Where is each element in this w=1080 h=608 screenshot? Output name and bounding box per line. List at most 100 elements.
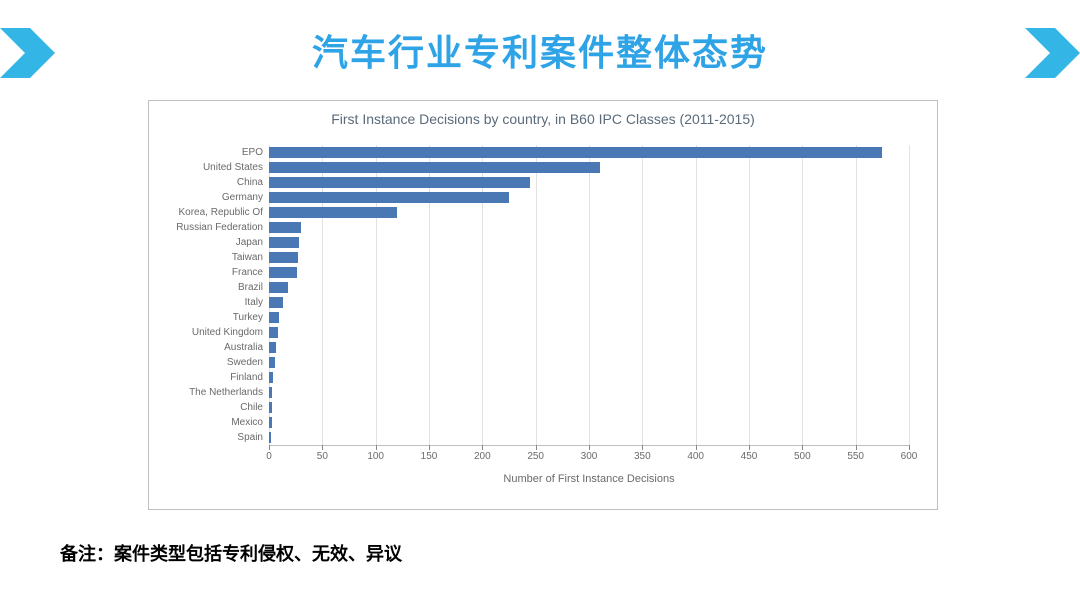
x-tick-mark [909, 445, 910, 450]
x-tick-label: 400 [687, 451, 704, 462]
slide: 汽车行业专利案件整体态势 First Instance Decisions by… [0, 0, 1080, 608]
bar [269, 417, 272, 428]
bar-row [269, 237, 909, 248]
gridline [696, 145, 697, 445]
x-tick-label: 300 [581, 451, 598, 462]
y-tick-label: China [142, 177, 263, 188]
bar [269, 207, 397, 218]
bar [269, 162, 600, 173]
x-tick-label: 0 [266, 451, 272, 462]
bar [269, 222, 301, 233]
x-tick-label: 200 [474, 451, 491, 462]
bar [269, 387, 272, 398]
y-tick-label: United Kingdom [142, 327, 263, 338]
bar-row [269, 387, 909, 398]
gridline [802, 145, 803, 445]
footnote: 备注：案件类型包括专利侵权、无效、异议 [60, 540, 402, 566]
bar [269, 177, 530, 188]
y-tick-label: Turkey [142, 312, 263, 323]
x-tick-mark [376, 445, 377, 450]
y-tick-label: Australia [142, 342, 263, 353]
x-axis: 050100150200250300350400450500550600 [269, 445, 909, 475]
y-tick-label: Brazil [142, 282, 263, 293]
bar [269, 282, 288, 293]
bar-row [269, 417, 909, 428]
chart-title: First Instance Decisions by country, in … [149, 101, 937, 127]
chart-plot-area: EPOUnited StatesChinaGermanyKorea, Repub… [269, 145, 909, 445]
y-tick-label: Mexico [142, 417, 263, 428]
bar-row [269, 432, 909, 443]
gridline [749, 145, 750, 445]
y-tick-label: Taiwan [142, 252, 263, 263]
bar-row [269, 312, 909, 323]
bar-row [269, 267, 909, 278]
x-tick-mark [269, 445, 270, 450]
bar-row [269, 357, 909, 368]
bar-row [269, 327, 909, 338]
y-tick-label: Russian Federation [142, 222, 263, 233]
bar-row [269, 372, 909, 383]
gridline [909, 145, 910, 445]
bar-row [269, 192, 909, 203]
gridline [482, 145, 483, 445]
bar [269, 402, 272, 413]
x-tick-label: 500 [794, 451, 811, 462]
bar-row [269, 207, 909, 218]
gridline [536, 145, 537, 445]
bar-row [269, 342, 909, 353]
bar [269, 342, 276, 353]
gridline [642, 145, 643, 445]
gridline [589, 145, 590, 445]
y-tick-label: Chile [142, 402, 263, 413]
x-tick-label: 250 [527, 451, 544, 462]
bar-row [269, 282, 909, 293]
y-tick-label: Japan [142, 237, 263, 248]
y-tick-label: The Netherlands [142, 387, 263, 398]
gridline [322, 145, 323, 445]
bar [269, 147, 882, 158]
bar [269, 327, 278, 338]
x-tick-mark [429, 445, 430, 450]
bar [269, 312, 279, 323]
bar [269, 432, 271, 443]
y-tick-label: Korea, Republic Of [142, 207, 263, 218]
x-tick-mark [642, 445, 643, 450]
y-tick-label: Italy [142, 297, 263, 308]
bar-row [269, 297, 909, 308]
x-tick-label: 350 [634, 451, 651, 462]
x-axis-label: Number of First Instance Decisions [269, 473, 909, 485]
bar [269, 297, 283, 308]
y-tick-label: Spain [142, 432, 263, 443]
bar [269, 372, 273, 383]
bar [269, 252, 298, 263]
y-tick-label: France [142, 267, 263, 278]
x-tick-label: 450 [741, 451, 758, 462]
chart-container: First Instance Decisions by country, in … [148, 100, 938, 510]
gridline [376, 145, 377, 445]
bar-row [269, 177, 909, 188]
x-tick-label: 600 [901, 451, 918, 462]
bar-row [269, 147, 909, 158]
bar [269, 192, 509, 203]
x-tick-mark [749, 445, 750, 450]
bar-row [269, 162, 909, 173]
x-tick-label: 150 [421, 451, 438, 462]
bar [269, 237, 299, 248]
x-tick-mark [482, 445, 483, 450]
x-tick-mark [536, 445, 537, 450]
bar [269, 267, 297, 278]
x-tick-mark [856, 445, 857, 450]
y-tick-label: Sweden [142, 357, 263, 368]
y-tick-label: Finland [142, 372, 263, 383]
x-tick-mark [696, 445, 697, 450]
bar [269, 357, 275, 368]
y-tick-label: United States [142, 162, 263, 173]
x-tick-mark [589, 445, 590, 450]
x-tick-mark [322, 445, 323, 450]
y-tick-label: EPO [142, 147, 263, 158]
gridline [429, 145, 430, 445]
x-tick-label: 100 [367, 451, 384, 462]
x-tick-label: 550 [847, 451, 864, 462]
bar-row [269, 252, 909, 263]
x-tick-label: 50 [317, 451, 328, 462]
